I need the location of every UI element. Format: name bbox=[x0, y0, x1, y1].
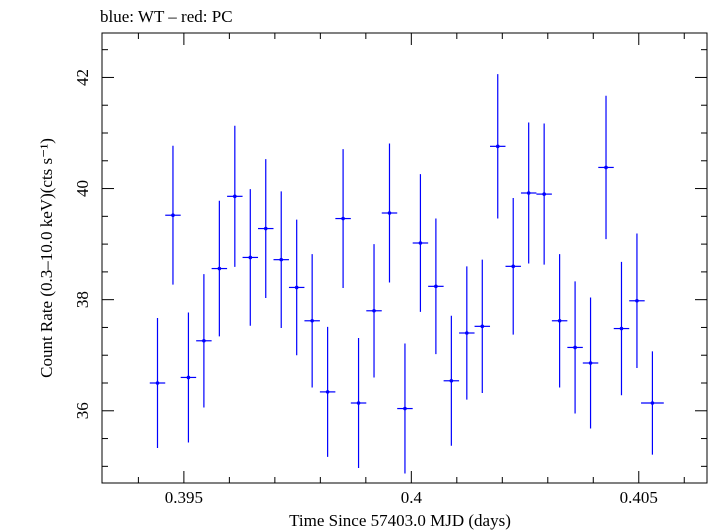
data-point bbox=[490, 74, 506, 219]
data-point bbox=[613, 261, 630, 396]
data-point bbox=[211, 200, 228, 337]
data-point bbox=[582, 297, 599, 429]
axis-tick-labels: 0.395 0.4 0.405 36 38 40 42 bbox=[73, 69, 658, 507]
data-point bbox=[443, 315, 460, 446]
data-point bbox=[319, 326, 336, 457]
x-tick-label: 0.405 bbox=[620, 488, 658, 507]
point-marker bbox=[171, 213, 175, 218]
point-marker bbox=[372, 308, 376, 313]
point-marker bbox=[310, 318, 314, 323]
point-marker bbox=[542, 192, 546, 196]
data-point bbox=[335, 149, 351, 288]
data-point bbox=[598, 95, 614, 240]
point-marker bbox=[341, 216, 345, 221]
point-marker bbox=[418, 241, 423, 245]
data-point bbox=[273, 191, 289, 328]
data-point bbox=[428, 218, 444, 355]
data-point bbox=[474, 259, 491, 393]
point-marker bbox=[526, 191, 531, 195]
point-marker bbox=[511, 264, 516, 269]
data-point bbox=[258, 159, 274, 298]
data-point bbox=[381, 143, 398, 283]
y-axis-label: Count Rate (0.3–10.0 keV)(cts s⁻¹) bbox=[37, 138, 56, 378]
point-marker bbox=[325, 390, 330, 394]
chart-title: blue: WT – red: PC bbox=[100, 7, 233, 26]
data-point bbox=[551, 254, 568, 388]
data-point bbox=[520, 122, 537, 264]
y-tick-label: 40 bbox=[73, 180, 92, 197]
point-marker bbox=[186, 375, 191, 380]
point-marker bbox=[356, 401, 361, 405]
point-marker bbox=[573, 345, 577, 350]
point-marker bbox=[155, 381, 160, 385]
point-marker bbox=[279, 257, 284, 262]
data-point bbox=[397, 343, 413, 474]
data-point bbox=[536, 123, 552, 265]
data-points bbox=[149, 74, 664, 474]
point-marker bbox=[495, 144, 500, 149]
y-tick-label: 36 bbox=[73, 402, 92, 419]
point-marker bbox=[465, 331, 469, 335]
x-tick-label: 0.395 bbox=[165, 488, 203, 507]
data-point bbox=[242, 189, 259, 326]
data-point bbox=[629, 233, 645, 368]
point-marker bbox=[403, 406, 407, 411]
data-point bbox=[149, 318, 166, 448]
data-point bbox=[227, 125, 243, 267]
point-marker bbox=[294, 285, 299, 290]
point-marker bbox=[434, 284, 438, 289]
data-point bbox=[304, 254, 320, 388]
data-point bbox=[459, 266, 475, 400]
point-marker bbox=[202, 338, 206, 343]
data-point bbox=[288, 219, 305, 356]
point-marker bbox=[635, 298, 639, 303]
axis-ticks bbox=[102, 33, 707, 483]
point-marker bbox=[650, 401, 655, 405]
point-marker bbox=[263, 226, 268, 231]
data-point bbox=[641, 351, 664, 455]
point-marker bbox=[449, 378, 454, 383]
point-marker bbox=[480, 324, 485, 329]
x-axis-label: Time Since 57403.0 MJD (days) bbox=[289, 511, 511, 530]
point-marker bbox=[604, 165, 608, 170]
plot-frame bbox=[101, 32, 708, 484]
data-point bbox=[350, 338, 367, 468]
point-marker bbox=[619, 326, 624, 331]
data-point bbox=[366, 244, 382, 378]
data-point bbox=[180, 312, 197, 443]
x-tick-label: 0.4 bbox=[401, 488, 423, 507]
data-point bbox=[165, 145, 181, 285]
y-tick-label: 38 bbox=[73, 291, 92, 308]
data-point bbox=[505, 198, 521, 335]
point-marker bbox=[233, 194, 237, 199]
data-point bbox=[196, 274, 212, 408]
data-point bbox=[412, 174, 429, 312]
point-marker bbox=[248, 255, 253, 260]
y-tick-label: 42 bbox=[73, 69, 92, 86]
point-marker bbox=[588, 361, 593, 365]
point-marker bbox=[557, 318, 562, 323]
point-marker bbox=[387, 211, 392, 215]
data-point bbox=[567, 281, 583, 414]
point-marker bbox=[217, 266, 222, 271]
